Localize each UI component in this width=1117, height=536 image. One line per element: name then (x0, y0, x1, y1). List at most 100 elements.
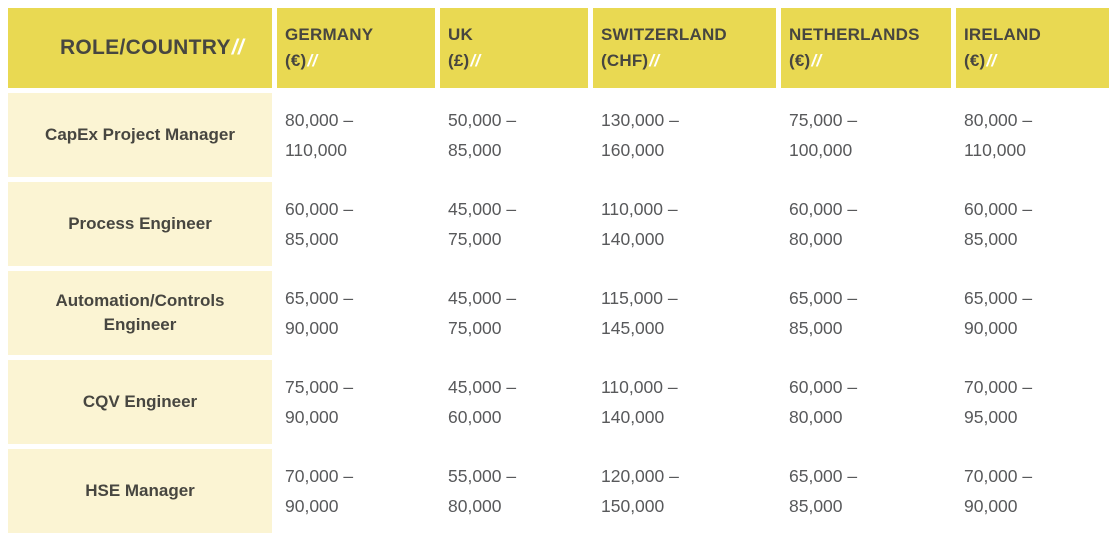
header-currency: (£) (448, 51, 470, 70)
salary-range-line: 60,000 – (789, 199, 858, 219)
header-slashes-decoration: // (649, 51, 660, 70)
salary-range-cell: 80,000 – 110,000 (956, 93, 1109, 177)
salary-range-cell: 45,000 – 75,000 (440, 271, 588, 355)
salary-range-line: 80,000 – (285, 110, 354, 130)
salary-range-line: 60,000 – (285, 199, 354, 219)
header-slashes-decoration: // (470, 51, 481, 70)
salary-range-line: 90,000 (285, 407, 339, 427)
header-slashes-decoration: // (986, 51, 997, 70)
salary-range-line: 110,000 (285, 140, 347, 160)
header-switzerland: SWITZERLAND (CHF)// (593, 8, 776, 88)
role-cell: Automation/Controls Engineer (8, 271, 272, 355)
salary-range-line: 110,000 – (601, 199, 678, 219)
header-country-name: SWITZERLAND (601, 25, 727, 44)
salary-range-line: 150,000 (601, 496, 665, 516)
salary-range-cell: 75,000 – 90,000 (277, 360, 435, 444)
salary-range-line: 85,000 (448, 140, 502, 160)
salary-range-line: 110,000 (964, 140, 1026, 160)
header-ireland: IRELAND (€)// (956, 8, 1109, 88)
salary-range-line: 80,000 (448, 496, 502, 516)
salary-range-line: 85,000 (285, 229, 339, 249)
header-country-name: NETHERLANDS (789, 25, 920, 44)
salary-range-cell: 65,000 – 85,000 (781, 271, 951, 355)
header-currency-line: (CHF)// (601, 48, 776, 74)
salary-range-cell: 50,000 – 85,000 (440, 93, 588, 177)
salary-range-line: 55,000 – (448, 466, 517, 486)
header-currency: (€) (964, 51, 986, 70)
header-country-name: IRELAND (964, 25, 1041, 44)
header-currency-line: (€)// (789, 48, 951, 74)
header-currency-line: (€)// (285, 48, 435, 74)
salary-range-cell: 60,000 – 80,000 (781, 182, 951, 266)
salary-range-line: 75,000 – (285, 377, 354, 397)
salary-range-cell: 130,000 – 160,000 (593, 93, 776, 177)
header-role-label: ROLE/COUNTRY (59, 36, 231, 59)
header-currency: (€) (285, 51, 307, 70)
header-slashes-decoration: // (811, 51, 822, 70)
salary-range-cell: 80,000 – 110,000 (277, 93, 435, 177)
salary-range-line: 75,000 – (789, 110, 858, 130)
salary-table: ROLE/COUNTRY// GERMANY (€)// UK (£)// SW… (8, 8, 1110, 533)
salary-range-line: 65,000 – (964, 288, 1033, 308)
salary-range-line: 80,000 (789, 229, 843, 249)
header-netherlands: NETHERLANDS (€)// (781, 8, 951, 88)
salary-range-line: 120,000 – (601, 466, 679, 486)
salary-range-line: 60,000 – (964, 199, 1033, 219)
salary-range-cell: 45,000 – 60,000 (440, 360, 588, 444)
salary-range-cell: 65,000 – 90,000 (277, 271, 435, 355)
salary-range-line: 70,000 – (285, 466, 354, 486)
salary-range-cell: 70,000 – 95,000 (956, 360, 1109, 444)
salary-range-line: 140,000 (601, 229, 665, 249)
salary-range-line: 45,000 – (448, 199, 517, 219)
salary-range-cell: 60,000 – 85,000 (956, 182, 1109, 266)
salary-range-line: 65,000 – (789, 466, 858, 486)
salary-range-cell: 60,000 – 80,000 (781, 360, 951, 444)
header-currency-line: (€)// (964, 48, 1109, 74)
salary-range-cell: 115,000 – 145,000 (593, 271, 776, 355)
salary-range-cell: 120,000 – 150,000 (593, 449, 776, 533)
salary-range-line: 85,000 (964, 229, 1018, 249)
header-country-name: GERMANY (285, 25, 374, 44)
salary-range-line: 80,000 (789, 407, 843, 427)
salary-range-cell: 55,000 – 80,000 (440, 449, 588, 533)
header-germany: GERMANY (€)// (277, 8, 435, 88)
salary-range-cell: 65,000 – 85,000 (781, 449, 951, 533)
salary-range-line: 65,000 – (789, 288, 858, 308)
header-role-slashes-decoration: // (231, 36, 245, 59)
salary-range-line: 95,000 (964, 407, 1018, 427)
salary-range-line: 85,000 (789, 318, 843, 338)
salary-range-line: 80,000 – (964, 110, 1033, 130)
salary-range-line: 45,000 – (448, 288, 517, 308)
salary-range-line: 90,000 (964, 496, 1018, 516)
header-country-name: UK (448, 25, 473, 44)
salary-range-line: 90,000 (285, 496, 339, 516)
salary-range-cell: 60,000 – 85,000 (277, 182, 435, 266)
salary-range-line: 90,000 (964, 318, 1018, 338)
salary-range-line: 50,000 – (448, 110, 517, 130)
salary-range-line: 145,000 (601, 318, 665, 338)
header-slashes-decoration: // (307, 51, 318, 70)
salary-range-line: 75,000 (448, 229, 502, 249)
role-cell: HSE Manager (8, 449, 272, 533)
salary-range-line: 75,000 (448, 318, 502, 338)
salary-range-line: 110,000 – (601, 377, 678, 397)
salary-range-line: 160,000 (601, 140, 665, 160)
header-currency: (CHF) (601, 51, 649, 70)
salary-range-line: 85,000 (789, 496, 843, 516)
salary-range-line: 70,000 – (964, 377, 1033, 397)
salary-range-line: 90,000 (285, 318, 339, 338)
salary-range-cell: 70,000 – 90,000 (277, 449, 435, 533)
salary-range-cell: 110,000 – 140,000 (593, 182, 776, 266)
role-cell: CapEx Project Manager (8, 93, 272, 177)
salary-range-line: 70,000 – (964, 466, 1033, 486)
salary-range-line: 140,000 (601, 407, 665, 427)
salary-range-cell: 110,000 – 140,000 (593, 360, 776, 444)
salary-range-line: 60,000 – (789, 377, 858, 397)
header-currency-line: (£)// (448, 48, 588, 74)
salary-range-line: 45,000 – (448, 377, 517, 397)
salary-range-line: 100,000 (789, 140, 853, 160)
salary-range-cell: 75,000 – 100,000 (781, 93, 951, 177)
salary-range-line: 65,000 – (285, 288, 354, 308)
salary-range-cell: 70,000 – 90,000 (956, 449, 1109, 533)
